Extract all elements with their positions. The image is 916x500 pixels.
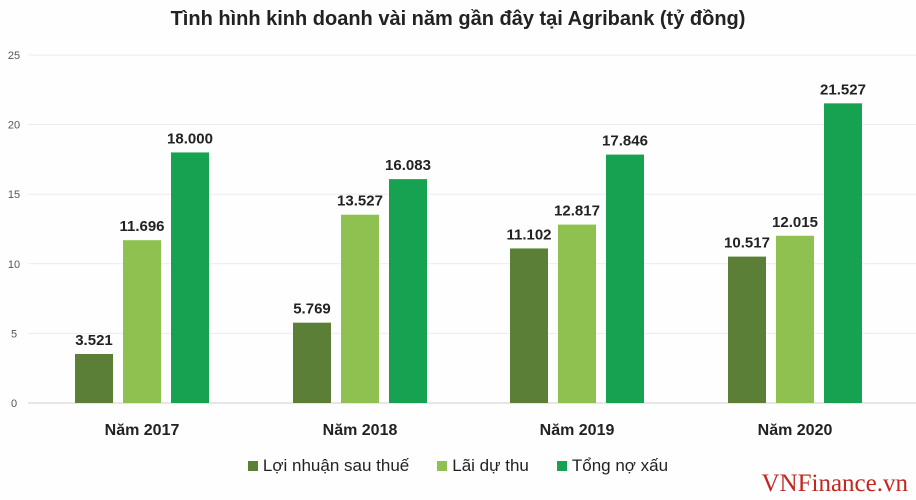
legend-label: Tổng nợ xấu — [571, 456, 669, 475]
bar — [606, 154, 644, 403]
y-tick-label: 20 — [8, 120, 20, 132]
bar — [171, 152, 209, 403]
legend-label: Lợi nhuận sau thuế — [262, 456, 410, 475]
y-tick-label: 10 — [8, 259, 20, 271]
bar — [824, 103, 862, 403]
bar — [776, 235, 814, 403]
x-tick-label: Năm 2018 — [323, 422, 398, 439]
data-label: 12.015 — [772, 214, 818, 231]
data-label: 11.102 — [506, 226, 551, 243]
y-tick-label: 5 — [11, 328, 17, 340]
y-tick-label: 15 — [8, 189, 20, 201]
legend-swatch — [247, 461, 258, 471]
bar — [510, 248, 548, 403]
bar — [293, 322, 331, 403]
x-tick-label: Năm 2020 — [758, 422, 833, 439]
bar — [558, 224, 596, 403]
data-label: 18.000 — [167, 130, 213, 147]
data-label: 12.817 — [554, 203, 600, 220]
y-tick-label: 0 — [11, 398, 17, 410]
data-label: 10.517 — [724, 235, 770, 252]
data-label: 11.696 — [119, 218, 164, 235]
data-label: 13.527 — [337, 193, 383, 210]
data-label: 17.846 — [602, 133, 648, 150]
chart-title: Tình hình kinh doanh vài năm gần đây tại… — [170, 8, 746, 30]
data-label: 3.521 — [75, 332, 113, 349]
x-tick-label: Năm 2019 — [540, 422, 615, 439]
data-label: 21.527 — [820, 81, 866, 98]
data-label: 16.083 — [385, 157, 431, 174]
legend-item-no-xau: Tổng nợ xấu — [556, 456, 669, 476]
legend-label: Lãi dự thu — [452, 456, 529, 475]
x-tick-label: Năm 2017 — [105, 422, 180, 439]
legend: Lợi nhuận sau thuế Lãi dự thu Tổng nợ xấ… — [0, 456, 916, 476]
legend-item-loi-nhuan: Lợi nhuận sau thuế — [247, 456, 410, 476]
bar — [728, 256, 766, 403]
legend-swatch — [437, 461, 448, 471]
bar — [123, 240, 161, 403]
bar — [75, 353, 113, 403]
bar — [389, 179, 427, 403]
legend-item-lai-du-thu: Lãi dự thu — [437, 456, 529, 476]
legend-swatch — [556, 461, 567, 471]
y-tick-label: 25 — [8, 50, 20, 62]
data-label: 5.769 — [293, 301, 331, 318]
watermark: VNFinance.vn — [759, 470, 910, 498]
bar — [341, 214, 379, 403]
